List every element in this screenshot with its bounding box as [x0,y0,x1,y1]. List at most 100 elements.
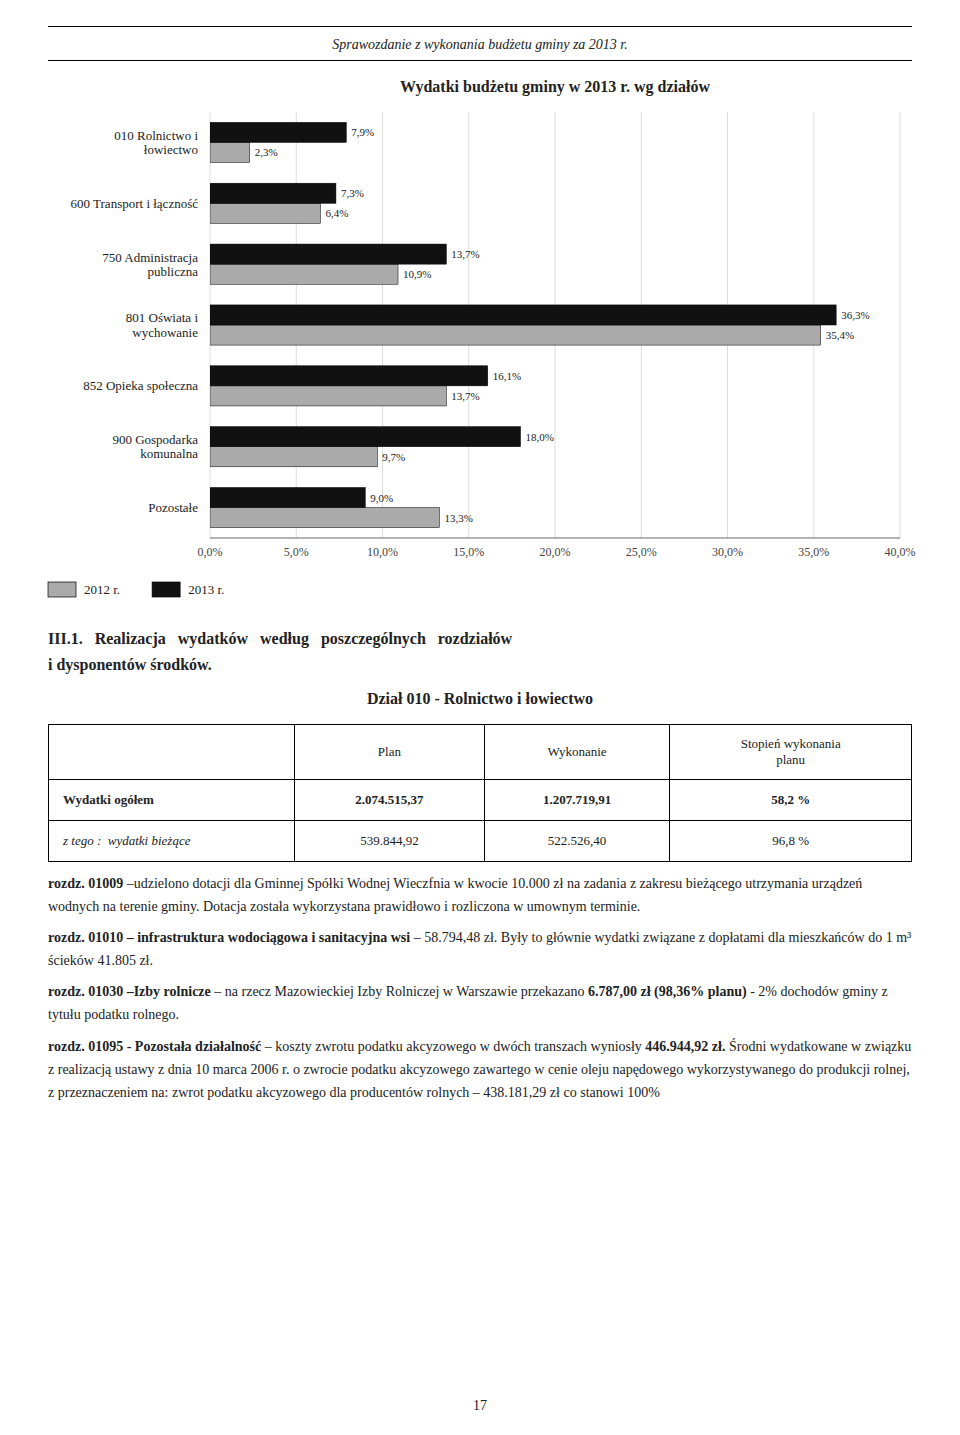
paragraph-text: – na rzecz Mazowieckiej Izby Rolniczej w… [214,984,584,999]
data-label: 9,7% [382,451,405,463]
category-label-line: Pozostałe [148,500,198,515]
x-tick-label: 25,0% [626,545,657,559]
section-heading: III.1. Realizacja wydatków według poszcz… [48,626,912,678]
data-label: 7,3% [341,187,364,199]
x-tick-label: 40,0% [885,545,916,559]
legend: 2012 r. 2013 r. [48,582,224,597]
x-axis-line [210,538,900,539]
bar [210,203,320,223]
data-label: 36,3% [841,309,869,321]
table-header-cell [49,725,295,780]
category-label-line: wychowanie [132,325,198,340]
bar [210,487,365,507]
header-rule [48,60,912,61]
table-cell: 96,8 % [670,821,912,862]
table-row: z tego : wydatki bieżące539.844,92522.52… [49,821,912,862]
bar [210,427,521,447]
category-label: Pozostałe [148,500,198,515]
category-label-line: komunalna [140,446,198,461]
section-number: III.1. [48,630,83,647]
page-number: 17 [0,1398,960,1414]
paragraph-bold-text: 446.944,92 zł. [645,1039,725,1054]
table-cell: Wydatki ogółem [49,780,295,821]
data-label: 13,7% [451,248,479,260]
category-label-line: 900 Gospodarka [112,432,198,447]
data-label: 7,9% [351,126,374,138]
section-title: Realizacja wydatków według poszczególnyc… [95,630,512,647]
category-label-line: łowiectwo [144,142,198,157]
paragraphs: rozdz. 01009 –udzielono dotacji dla Gmin… [48,872,912,1112]
data-label: 13,3% [444,512,472,524]
x-tick-label: 10,0% [367,545,398,559]
paragraph-bold-text: rozdz. 01095 - Pozostała działalność [48,1039,261,1054]
table-cell: 2.074.515,37 [294,780,484,821]
category-label: 852 Opieka społeczna [83,378,198,393]
x-tick-label: 0,0% [198,545,223,559]
x-tick-label: 5,0% [284,545,309,559]
paragraph-bold-text: rozdz. 01009 [48,876,123,891]
category-label-line: 010 Rolnictwo i [114,128,198,143]
category-label-line: 600 Transport i łączność [71,196,199,211]
bars [210,122,836,527]
grid-line [900,112,901,538]
table-cell: 1.207.719,91 [484,780,670,821]
table-cell: 539.844,92 [294,821,484,862]
table-header-row: PlanWykonanieStopień wykonania planu [49,725,912,780]
data-label: 2,3% [255,146,278,158]
category-label-line: 852 Opieka społeczna [83,378,198,393]
category-label: 801 Oświata iwychowanie [126,310,199,339]
legend-swatch [48,582,76,597]
legend-swatch [152,582,180,597]
table-row: Wydatki ogółem2.074.515,371.207.719,9158… [49,780,912,821]
category-label-line: 801 Oświata i [126,310,199,325]
page-title: Sprawozdanie z wykonania budżetu gminy z… [48,32,912,58]
category-label: 750 Administracjapubliczna [102,250,198,279]
x-tick-label: 30,0% [712,545,743,559]
legend-label: 2012 r. [84,582,120,597]
x-tick-label: 35,0% [798,545,829,559]
paragraph-bold-text: rozdz. 01010 – infrastruktura wodociągow… [48,930,410,945]
bar [210,264,398,284]
section-heading-line: i dysponentów środków. [48,652,912,678]
header-rule [48,26,912,27]
table-header-cell: Plan [294,725,484,780]
data-label: 6,4% [325,207,348,219]
table-cell: z tego : wydatki bieżące [49,821,295,862]
paragraph: rozdz. 01009 –udzielono dotacji dla Gmin… [48,872,912,918]
category-label-line: 750 Administracja [102,250,198,265]
data-label: 10,9% [403,268,431,280]
paragraph-bold-text: rozdz. 01030 –Izby rolnicze [48,984,211,999]
data-label: 16,1% [493,370,521,382]
x-tick-label: 15,0% [453,545,484,559]
paragraph: rozdz. 01010 – infrastruktura wodociągow… [48,926,912,972]
bar [210,305,836,325]
table-header-cell: Stopień wykonania planu [670,725,912,780]
bar [210,244,446,264]
table-header-cell: Wykonanie [484,725,670,780]
table-cell: 58,2 % [670,780,912,821]
table-title: Dział 010 - Rolnictwo i łowiectwo [48,690,912,708]
category-label: 900 Gospodarkakomunalna [112,432,198,461]
bar [210,366,488,386]
section-heading-line: III.1. Realizacja wydatków według poszcz… [48,626,912,652]
category-label-line: publiczna [147,264,198,279]
data-label: 35,4% [826,329,854,341]
bar-chart: Wydatki budżetu gminy w 2013 r. wg dział… [0,70,960,615]
data-label: 13,7% [451,390,479,402]
category-label: 600 Transport i łączność [71,196,199,211]
data-label: 18,0% [526,431,554,443]
paragraph: rozdz. 01095 - Pozostała działalność – k… [48,1035,912,1104]
bar [210,142,250,162]
legend-label: 2013 r. [188,582,224,597]
bar [210,183,336,203]
bar [210,122,346,142]
bar [210,508,439,528]
table: PlanWykonanieStopień wykonania planuWyda… [48,724,912,862]
chart-title: Wydatki budżetu gminy w 2013 r. wg dział… [400,78,710,96]
table-cell: 522.526,40 [484,821,670,862]
bar [210,386,446,406]
grid [210,112,900,538]
bar [210,447,377,467]
data-labels: 2,3% 7,9% 6,4% 7,3% 10,9% 13,7% 35,4% 36,3% 13,7… [255,126,870,523]
paragraph: rozdz. 01030 –Izby rolnicze – na rzecz M… [48,980,912,1026]
